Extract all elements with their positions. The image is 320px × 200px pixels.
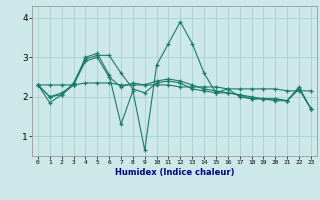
X-axis label: Humidex (Indice chaleur): Humidex (Indice chaleur)	[115, 168, 234, 177]
